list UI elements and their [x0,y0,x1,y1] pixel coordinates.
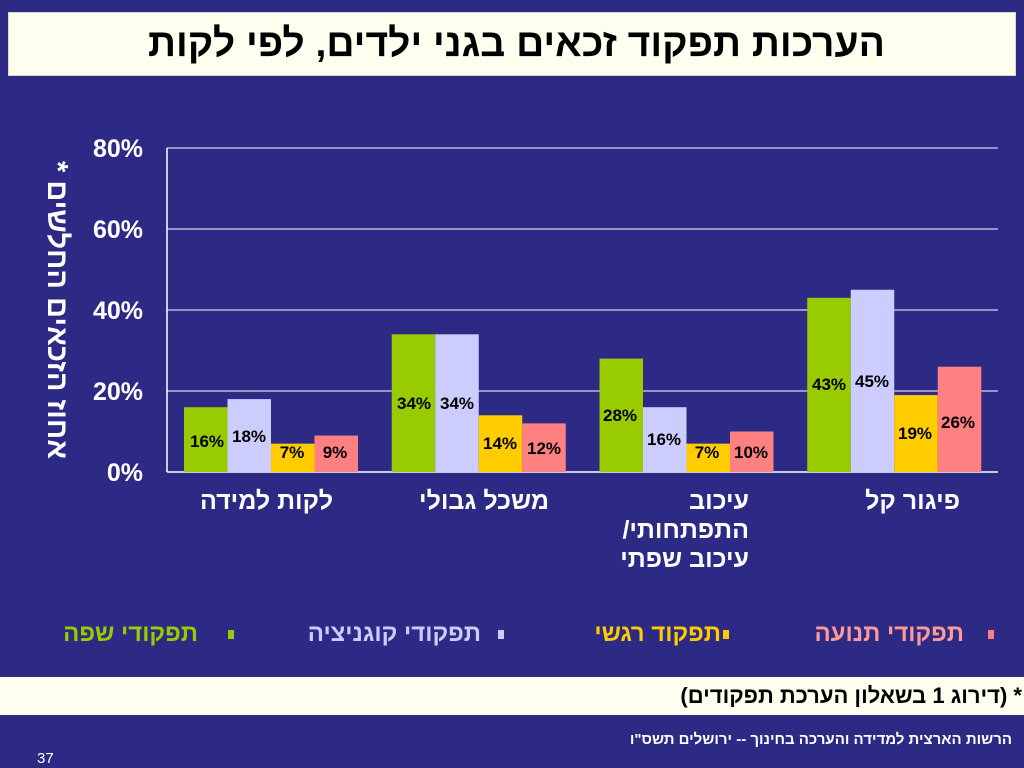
y-tick-label: 0% [107,459,143,487]
bar [271,443,315,472]
bar [391,334,436,472]
data-label: 12% [527,439,561,458]
data-label: 9% [323,443,348,462]
data-label: 7% [280,443,305,462]
source-credit: הרשות הארצית למדידה והערכה בחינוך -- ירו… [629,731,1012,748]
data-label: 45% [855,372,889,391]
bar [522,423,566,472]
legend-swatch-emotional [723,630,729,639]
data-label: 16% [647,430,681,449]
y-axis-title: אחוז הזכאים החלשים * [41,161,73,459]
footnote: * (דירוג 1 בשאלון הערכת תפקודים) [680,683,1022,708]
title-bar: הערכות תפקוד זכאים בגני ילדים, לפי לקות [9,13,1015,75]
legend-label-language: תפקודי שפה [63,620,198,647]
data-label: 10% [734,443,768,462]
legend-swatch-movement [988,630,994,639]
y-tick-label: 80% [93,135,143,163]
legend-swatch-language [228,630,234,639]
bar-chart: 0% 20% 40% 60% 80% אחוז הזכאים החלשים * 16% 18%… [41,135,998,573]
bar [894,395,938,472]
x-tick-label: התפתחותי/ [622,516,749,544]
bar [227,399,271,472]
bar [807,297,851,472]
page-number: 37 [37,750,54,767]
bar [314,435,358,472]
legend-label-movement: תפקודי תנועה [814,620,964,647]
legend-label-cognition: תפקודי קוגניציה [307,620,481,647]
x-tick-label: לקות למידה [200,487,333,515]
slide-title: הערכות תפקוד זכאים בגני ילדים, לפי לקות [147,22,885,65]
y-tick-label: 60% [93,216,143,244]
bar [850,289,895,472]
bar [686,443,730,472]
y-tick-label: 20% [93,378,143,406]
data-label: 26% [941,413,975,432]
data-label: 43% [812,375,846,394]
legend-label-emotional: תפקוד רגשי [594,620,721,647]
data-label: 19% [898,424,932,443]
x-tick-label: פיגור קל [865,487,960,515]
data-label: 7% [695,443,720,462]
data-label: 18% [232,427,266,446]
data-label: 34% [440,394,474,413]
bar [435,334,479,472]
data-label: 16% [190,432,224,451]
x-tick-label: משכל גבולי [419,487,549,515]
bar [937,366,982,472]
x-tick-label: עיכוב [689,487,749,515]
bar [730,431,774,472]
y-tick-label: 40% [93,297,143,325]
data-label: 14% [483,434,517,453]
bar [184,407,228,472]
footnote-bar: * (דירוג 1 בשאלון הערכת תפקודים) [0,677,1024,715]
legend-swatch-cognition [498,630,504,639]
bar [478,415,523,472]
bar [643,407,687,472]
data-label: 28% [603,406,637,425]
data-label: 34% [397,394,431,413]
bar [599,358,643,472]
x-tick-label: עיכוב שפתי [620,545,749,573]
